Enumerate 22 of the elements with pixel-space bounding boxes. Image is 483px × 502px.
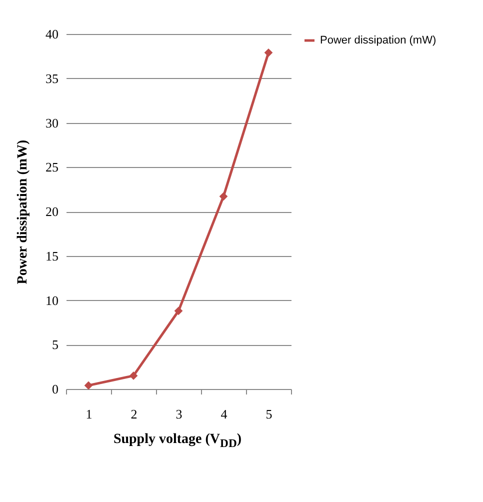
x-tick-label: 3	[176, 406, 182, 422]
y-tick-label: 40	[46, 26, 58, 42]
y-tick-label: 0	[52, 382, 58, 396]
y-tick-label: 5	[52, 337, 58, 352]
y-tick-label: 15	[46, 248, 58, 264]
point	[219, 192, 228, 201]
y-tick-label: 30	[46, 115, 58, 130]
y-tick-label: 25	[46, 160, 58, 175]
point	[129, 372, 138, 380]
x-axis-title: Supply voltage (V$_{DD}$)	[112, 432, 243, 450]
y-tick-label: 35	[46, 70, 58, 86]
x-tick-label: 2	[130, 406, 138, 422]
point	[174, 306, 183, 316]
legend-label: Power dissipation (mW)	[320, 34, 436, 46]
point	[84, 381, 93, 390]
x-tick-label: 5	[266, 406, 272, 422]
y-tick-label: 20	[46, 204, 58, 219]
x-tick-label: 1	[86, 406, 92, 422]
x-tick-label: 4	[220, 406, 228, 422]
y-tick-label: 10	[46, 292, 58, 308]
y-axis-title: Power dissipation (mW)	[16, 139, 30, 284]
point	[264, 48, 273, 57]
